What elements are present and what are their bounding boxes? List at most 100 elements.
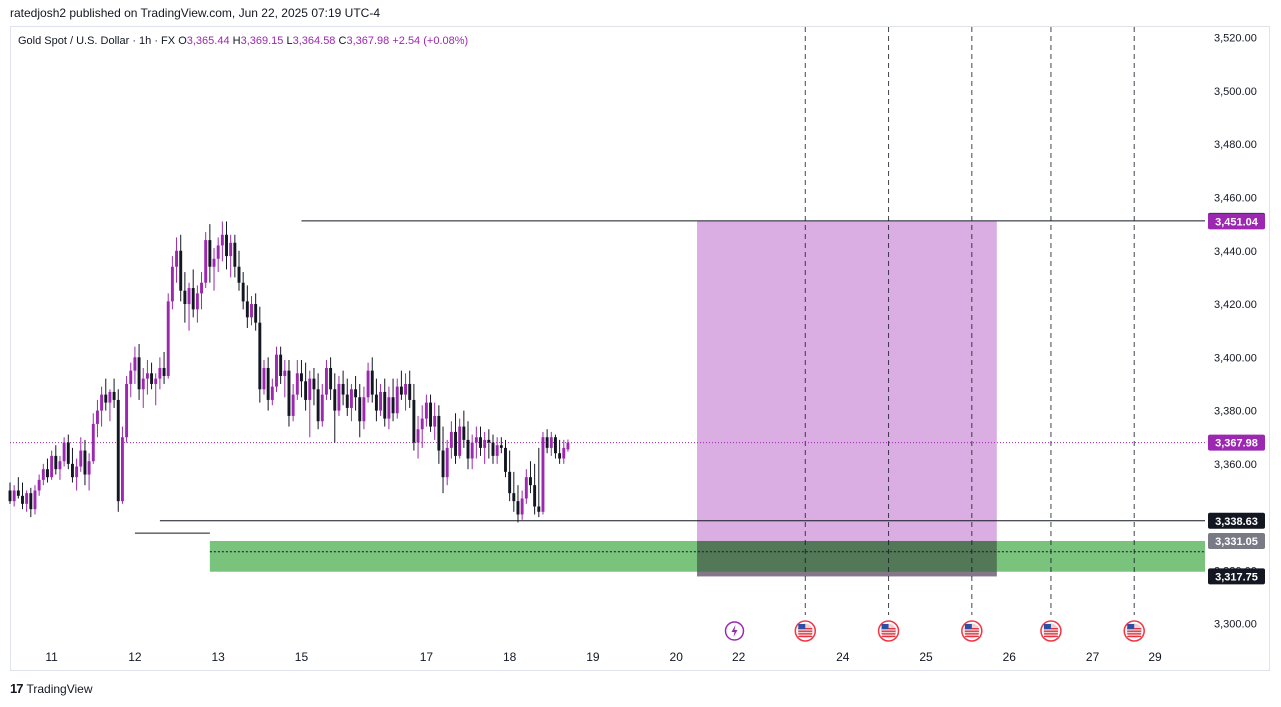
flag-canton [798,624,806,629]
candle-body [166,301,170,376]
y-tick-label: 3,500.00 [1214,86,1257,98]
price-tag [1208,213,1265,230]
candle-body [191,288,195,310]
close-value: 3,367.98 [346,35,390,47]
candle-body [150,373,154,384]
y-tick-label: 3,400.00 [1214,352,1257,364]
candle-body [354,389,358,398]
candle-body [120,437,124,502]
brand-name: TradingView [26,681,93,696]
candle-body [133,357,137,371]
tradingview-brand[interactable]: 17 TradingView [10,681,93,696]
candle-body [504,447,507,472]
candle-body [366,370,370,398]
flag-stripe [1043,630,1058,632]
flag-stripe [964,633,979,635]
candle-body [58,461,62,470]
y-tick-label: 3,460.00 [1214,192,1257,204]
candle-body [83,450,87,475]
us-flag-icon[interactable] [1123,620,1145,642]
candle-body [395,386,399,414]
candle-body [258,322,262,390]
us-flag-icon[interactable] [1040,620,1062,642]
candle-body [524,477,528,499]
candle-body [420,418,424,430]
candle-body [445,447,449,478]
candle-body [175,250,179,267]
ohlc-legend: Gold Spot / U.S. Dollar · 1h · FX O3,365… [18,35,468,47]
candle-body [179,250,183,291]
flag-canton [1043,624,1051,629]
high-value: 3,369.15 [240,35,284,47]
candle-body [195,293,199,310]
us-flag-icon[interactable] [961,620,983,642]
candle-body [479,437,482,448]
candle-body [562,447,566,459]
candle-body [154,378,158,384]
y-tick-label: 3,300.00 [1214,619,1257,631]
candle-body [41,469,45,480]
x-tick-label: 20 [670,650,684,664]
x-tick-label: 15 [295,650,309,664]
candle-body [158,367,162,379]
candle-body [358,397,362,422]
candle-body [412,399,416,443]
candle-body [212,258,216,267]
x-tick-label: 11 [45,650,58,664]
symbol-label[interactable]: Gold Spot / U.S. Dollar · 1h · FX [18,35,176,47]
x-tick-label: 27 [1086,650,1100,664]
candle-body [200,282,203,294]
candle-body [254,304,258,323]
candle-body [387,397,391,419]
us-flag-icon[interactable] [794,620,817,642]
flag-stripe [1127,635,1142,638]
candle-body [370,370,374,395]
candle-body [279,354,283,376]
y-tick-label: 3,420.00 [1214,299,1257,311]
candle-body [416,429,420,443]
candle-body [183,290,187,305]
price-tag-label: 3,317.75 [1215,571,1258,583]
price-tag [1208,568,1265,585]
candle-body [320,394,324,422]
candle-body [25,493,29,504]
x-tick-label: 17 [420,650,434,664]
candle-body [474,437,478,443]
candle-body [329,367,333,390]
purple-zone [697,221,997,577]
flag-stripe [1127,630,1142,632]
price-tag-label: 3,367.98 [1215,438,1258,450]
candle-body [46,469,49,478]
candle-body [79,450,83,467]
y-tick-label: 3,520.00 [1214,33,1257,45]
price-tag-label: 3,331.05 [1215,536,1258,548]
candle-body [391,397,395,414]
candle-body [466,439,470,459]
flag-stripe [964,635,979,638]
dark-overlap-zone [697,540,997,577]
candle-body [541,437,545,512]
y-tick-label: 3,360.00 [1214,459,1257,471]
candle-body [379,391,383,411]
x-tick-label: 22 [732,650,746,664]
candle-body [241,282,245,302]
us-flag-icon[interactable] [877,620,900,642]
candle-body [100,394,104,411]
candle-body [362,397,366,422]
candle-body [262,367,266,390]
candle-body [345,394,349,408]
y-tick-label: 3,440.00 [1214,246,1257,258]
candle-body [37,479,41,491]
candle-body [95,410,99,424]
candle-body [341,383,345,395]
candle-body [429,402,432,427]
candle-body [91,423,95,462]
candle-body [558,453,562,459]
price-tag [1208,512,1265,529]
x-tick-label: 29 [1148,650,1162,664]
candle-body [520,498,524,515]
candle-body [129,370,133,384]
lightning-icon[interactable] [724,621,745,641]
candle-body [333,389,337,411]
